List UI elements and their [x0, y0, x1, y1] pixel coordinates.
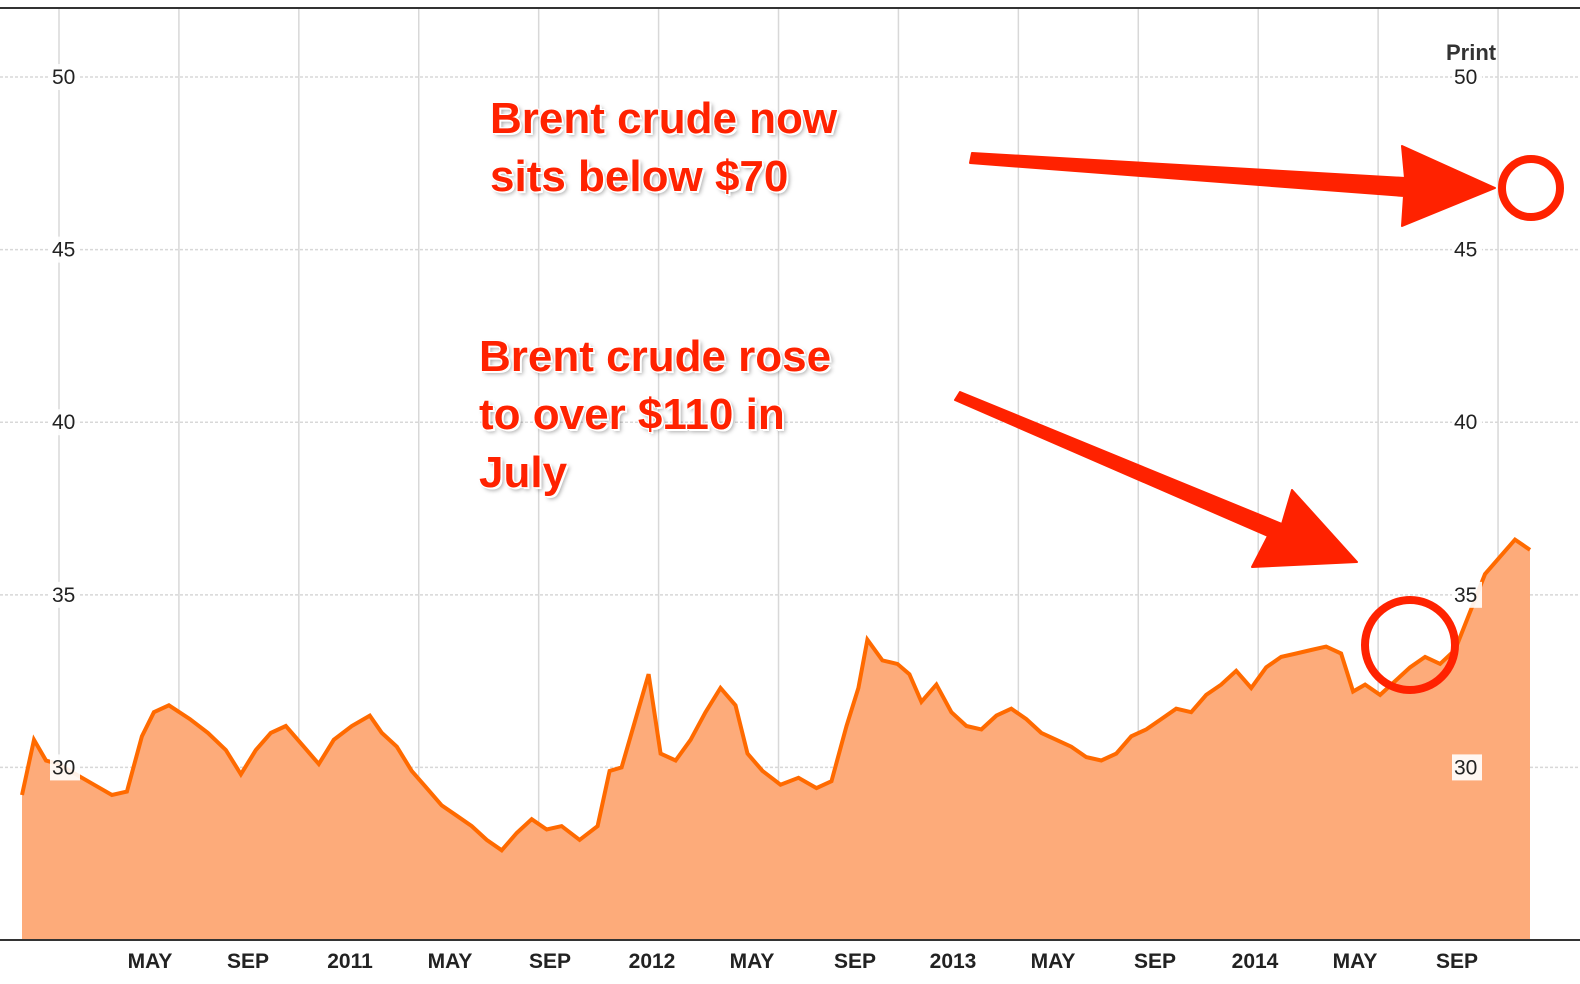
annotation-line: July	[479, 448, 568, 497]
x-tick-label: 2014	[1232, 950, 1279, 973]
y-tick-left-bg	[50, 409, 80, 436]
price-line	[20, 536, 1532, 853]
y-tick-left: 45	[52, 239, 75, 262]
y-tick-right: 45	[1454, 239, 1477, 262]
x-tick-label: 2013	[930, 950, 977, 973]
x-tick-label: SEP	[1436, 950, 1478, 973]
annotation-line: Brent crude now	[490, 94, 838, 143]
y-tick-right-bg	[1452, 236, 1482, 263]
annotation-line: sits below $70	[490, 152, 789, 201]
y-tick-right-bg	[1452, 409, 1482, 436]
y-tick-left-bg	[50, 236, 80, 263]
y-tick-left-bg	[50, 64, 80, 91]
annotation-line: Brent crude rose	[479, 332, 832, 381]
y-tick-right-bg	[1452, 581, 1482, 608]
x-tick-label: SEP	[1134, 950, 1176, 973]
x-tick-label: SEP	[834, 950, 876, 973]
y-tick-left: 35	[52, 584, 75, 607]
x-tick-label: SEP	[227, 950, 269, 973]
y-tick-left: 30	[52, 756, 75, 779]
y-tick-right: 30	[1454, 756, 1477, 779]
print-button[interactable]: Print	[1446, 40, 1497, 65]
y-tick-right: 40	[1454, 411, 1477, 434]
x-tick-label: MAY	[730, 950, 775, 973]
y-tick-right: 50	[1454, 66, 1477, 89]
y-tick-left-bg	[50, 754, 80, 781]
annotation-line: to over $110 in	[479, 390, 785, 439]
annotation-latest-price: Brent crude now sits below $70	[490, 90, 837, 206]
arrow-to-july-high	[954, 391, 1358, 568]
y-tick-right-bg	[1452, 64, 1482, 91]
price-area-fill	[22, 539, 1530, 940]
x-tick-label: MAY	[128, 950, 173, 973]
y-axis-ticks: 30 30 35 35 40 40 45 45 50 50	[50, 64, 1482, 781]
x-tick-label: 2012	[629, 950, 676, 973]
annotation-overlay	[0, 7, 1580, 941]
x-tick-label: MAY	[1333, 950, 1378, 973]
highlight-circle-july	[1361, 596, 1459, 694]
y-tick-left-bg	[50, 581, 80, 608]
highlight-circle-latest	[1498, 155, 1564, 221]
x-tick-label: MAY	[428, 950, 473, 973]
x-axis-ticks: MAY SEP 2011 MAY SEP 2012 MAY SEP 2013 MAY SEP 2014…	[128, 950, 1478, 973]
x-tick-label: MAY	[1031, 950, 1076, 973]
arrow-to-latest-price	[969, 145, 1496, 227]
x-tick-label: SEP	[529, 950, 571, 973]
annotation-july-high: Brent crude rose to over $110 in July	[479, 328, 831, 502]
y-tick-right: 35	[1454, 584, 1477, 607]
y-tick-left: 50	[52, 66, 75, 89]
y-tick-left: 40	[52, 411, 75, 434]
x-tick-label: 2011	[327, 950, 373, 973]
y-tick-right-bg	[1452, 754, 1482, 781]
